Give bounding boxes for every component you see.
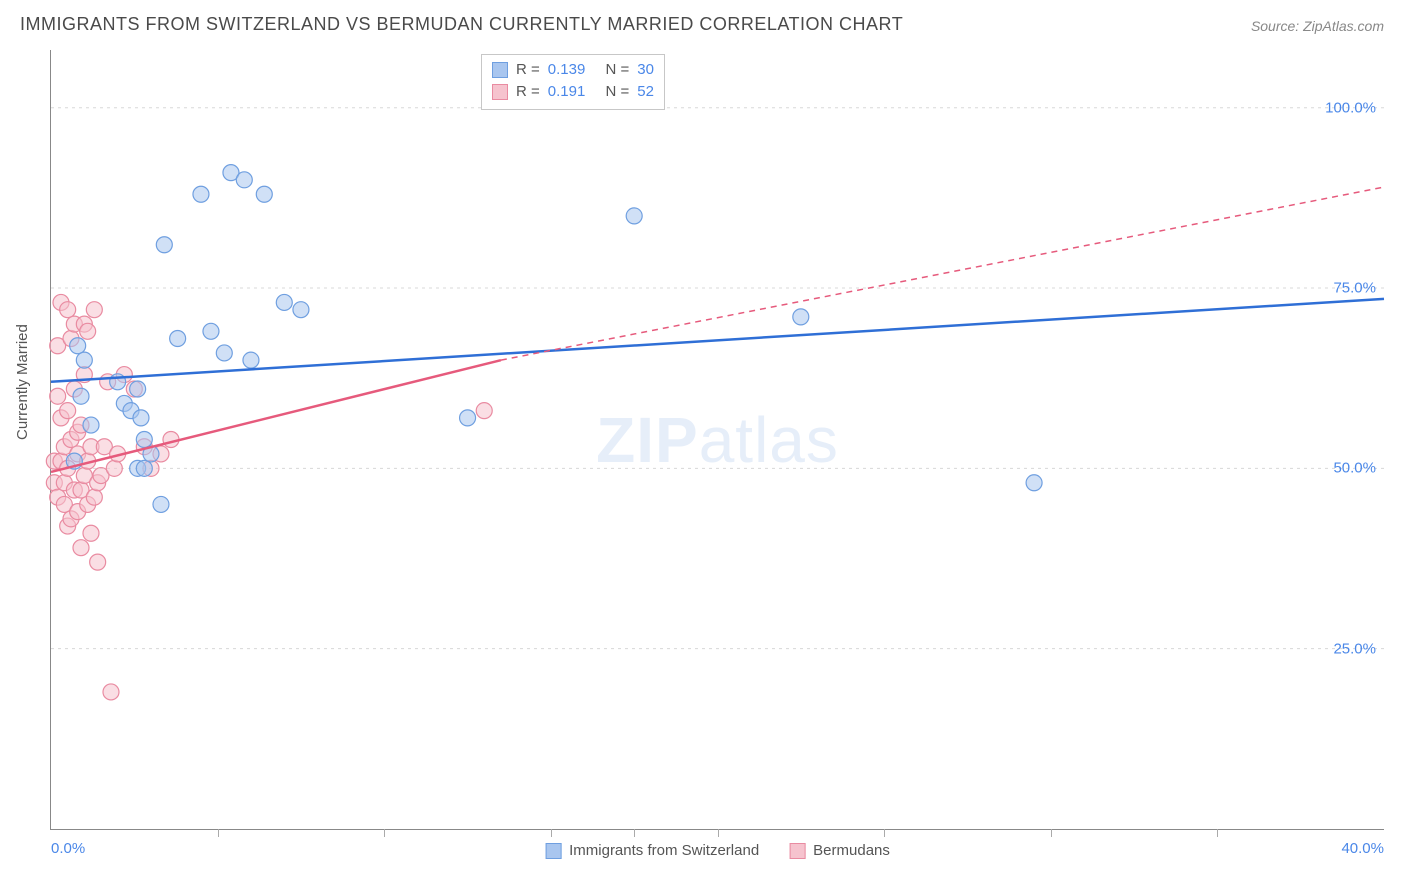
scatter-point [80, 323, 96, 339]
x-tick-label: 40.0% [1341, 840, 1384, 857]
stats-legend-box: R = 0.139 N = 30 R = 0.191 N = 52 [481, 54, 665, 110]
scatter-point [133, 410, 149, 426]
scatter-point [203, 323, 219, 339]
x-tick-mark [634, 829, 635, 837]
x-tick-mark [551, 829, 552, 837]
series2-swatch-icon [492, 84, 508, 100]
scatter-point [103, 684, 119, 700]
y-axis-label: Currently Married [14, 324, 31, 440]
x-tick-mark [1217, 829, 1218, 837]
chart-svg [51, 50, 1384, 829]
r-label: R = [516, 59, 540, 81]
x-tick-mark [718, 829, 719, 837]
x-tick-label: 0.0% [51, 840, 85, 857]
scatter-point [193, 186, 209, 202]
plot-area: ZIPatlas R = 0.139 N = 30 R = 0.191 N = … [50, 50, 1384, 830]
scatter-point [293, 302, 309, 318]
stats-row-series1: R = 0.139 N = 30 [492, 59, 654, 81]
scatter-point [83, 525, 99, 541]
scatter-point [1026, 475, 1042, 491]
x-tick-mark [384, 829, 385, 837]
scatter-point [76, 352, 92, 368]
scatter-point [136, 460, 152, 476]
y-tick-label: 25.0% [1333, 640, 1376, 657]
r-label: R = [516, 81, 540, 103]
scatter-point [73, 540, 89, 556]
x-tick-mark [1051, 829, 1052, 837]
scatter-point [106, 460, 122, 476]
scatter-point [60, 403, 76, 419]
scatter-point [86, 302, 102, 318]
stats-row-series2: R = 0.191 N = 52 [492, 81, 654, 103]
scatter-point [476, 403, 492, 419]
x-tick-mark [218, 829, 219, 837]
r-value: 0.191 [548, 81, 586, 103]
y-tick-label: 50.0% [1333, 460, 1376, 477]
legend-item-series1: Immigrants from Switzerland [545, 842, 759, 859]
n-label: N = [605, 59, 629, 81]
x-tick-mark [884, 829, 885, 837]
trendline-series1 [51, 299, 1384, 382]
scatter-point [236, 172, 252, 188]
scatter-point [83, 417, 99, 433]
scatter-point [276, 294, 292, 310]
legend-item-series2: Bermudans [789, 842, 890, 859]
n-value: 52 [637, 81, 654, 103]
series1-swatch-icon [492, 62, 508, 78]
legend-label: Immigrants from Switzerland [569, 842, 759, 859]
scatter-point [460, 410, 476, 426]
scatter-point [50, 388, 66, 404]
scatter-point [626, 208, 642, 224]
scatter-point [60, 302, 76, 318]
scatter-point [170, 331, 186, 347]
scatter-point [73, 388, 89, 404]
series1-swatch-icon [545, 843, 561, 859]
chart-title: IMMIGRANTS FROM SWITZERLAND VS BERMUDAN … [20, 14, 903, 35]
source-attribution: Source: ZipAtlas.com [1251, 18, 1384, 34]
legend-label: Bermudans [813, 842, 890, 859]
y-tick-label: 75.0% [1333, 280, 1376, 297]
scatter-point [86, 489, 102, 505]
scatter-point [243, 352, 259, 368]
scatter-point [130, 381, 146, 397]
bottom-legend: Immigrants from Switzerland Bermudans [545, 842, 890, 859]
n-label: N = [605, 81, 629, 103]
n-value: 30 [637, 59, 654, 81]
y-tick-label: 100.0% [1325, 99, 1376, 116]
scatter-point [153, 496, 169, 512]
scatter-point [216, 345, 232, 361]
scatter-point [156, 237, 172, 253]
scatter-point [136, 432, 152, 448]
series2-swatch-icon [789, 843, 805, 859]
scatter-point [90, 554, 106, 570]
scatter-point [256, 186, 272, 202]
scatter-point [70, 338, 86, 354]
r-value: 0.139 [548, 59, 586, 81]
scatter-point [793, 309, 809, 325]
